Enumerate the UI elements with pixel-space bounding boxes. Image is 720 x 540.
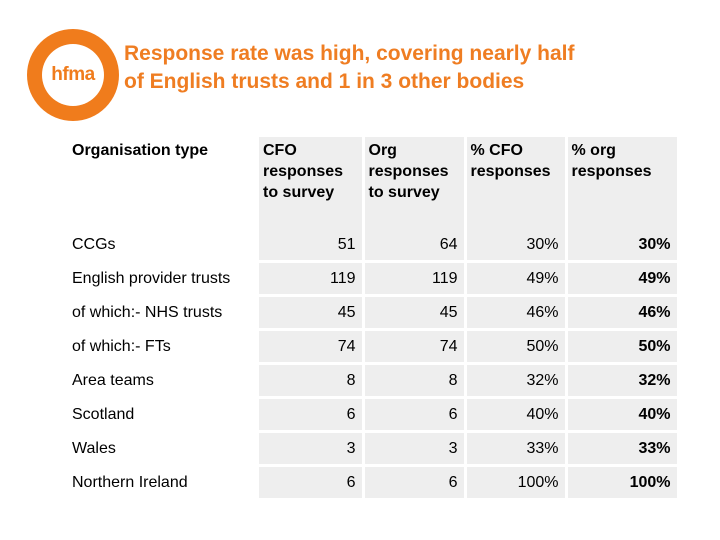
header-pct-org: % org responses xyxy=(566,137,680,229)
slide-title: Response rate was high, covering nearly … xyxy=(124,40,704,96)
row-label: CCGs xyxy=(72,236,116,254)
cfo-pct: 49% xyxy=(465,261,568,297)
org-count: 6 xyxy=(363,397,467,433)
row-label: Area teams xyxy=(72,371,154,389)
title-line-1: Response rate was high, covering nearly … xyxy=(124,42,575,65)
cfo-count: 8 xyxy=(259,363,365,399)
table-header-row: Organisation type CFO responses to surve… xyxy=(68,137,680,229)
cfo-pct: 32% xyxy=(465,363,568,399)
row-label: Wales xyxy=(72,439,116,457)
cfo-pct: 30% xyxy=(465,229,568,263)
cfo-pct: 33% xyxy=(465,431,568,467)
org-pct: 46% xyxy=(566,295,680,331)
org-count: 119 xyxy=(363,261,467,297)
header-pct-cfo: % CFO responses xyxy=(465,137,568,229)
org-pct: 49% xyxy=(566,261,680,297)
table-row: Northern Ireland 6 6 100% 100% xyxy=(68,465,680,501)
row-label: of which:- FTs xyxy=(72,337,171,355)
org-count: 45 xyxy=(363,295,467,331)
org-count: 3 xyxy=(363,431,467,467)
logo-text: hfma xyxy=(51,64,95,85)
row-label: English provider trusts xyxy=(72,269,231,287)
cfo-count: 45 xyxy=(259,295,365,331)
org-pct: 100% xyxy=(566,465,680,501)
hfma-logo: hfma xyxy=(27,29,119,121)
cfo-count: 74 xyxy=(259,329,365,365)
cfo-pct: 100% xyxy=(465,465,568,501)
table-row: Wales 3 3 33% 33% xyxy=(68,431,680,467)
header-organisation-type: Organisation type xyxy=(72,142,209,159)
header-cfo-responses: CFO responses to survey xyxy=(259,137,365,229)
cfo-pct: 46% xyxy=(465,295,568,331)
row-label: Scotland xyxy=(72,405,135,423)
table-row: Area teams 8 8 32% 32% xyxy=(68,363,680,399)
logo-inner-circle: hfma xyxy=(42,44,104,106)
org-count: 64 xyxy=(363,229,467,263)
cfo-count: 6 xyxy=(259,465,365,501)
org-pct: 32% xyxy=(566,363,680,399)
cfo-count: 119 xyxy=(259,261,365,297)
table-row: of which:- FTs 74 74 50% 50% xyxy=(68,329,680,365)
cfo-count: 6 xyxy=(259,397,365,433)
org-count: 74 xyxy=(363,329,467,365)
org-pct: 30% xyxy=(566,229,680,263)
org-count: 6 xyxy=(363,465,467,501)
table-row: English provider trusts 119 119 49% 49% xyxy=(68,261,680,297)
title-line-2: of English trusts and 1 in 3 other bodie… xyxy=(124,70,525,93)
org-pct: 33% xyxy=(566,431,680,467)
cfo-count: 3 xyxy=(259,431,365,467)
table-row: CCGs 51 64 30% 30% xyxy=(68,229,680,263)
table-row: Scotland 6 6 40% 40% xyxy=(68,397,680,433)
org-pct: 40% xyxy=(566,397,680,433)
cfo-pct: 40% xyxy=(465,397,568,433)
header-org-responses: Org responses to survey xyxy=(363,137,467,229)
table-row: of which:- NHS trusts 45 45 46% 46% xyxy=(68,295,680,331)
row-label: of which:- NHS trusts xyxy=(72,303,223,321)
org-count: 8 xyxy=(363,363,467,399)
cfo-count: 51 xyxy=(259,229,365,263)
response-rate-table: Organisation type CFO responses to surve… xyxy=(68,137,680,501)
row-label: Northern Ireland xyxy=(72,473,188,491)
org-pct: 50% xyxy=(566,329,680,365)
cfo-pct: 50% xyxy=(465,329,568,365)
